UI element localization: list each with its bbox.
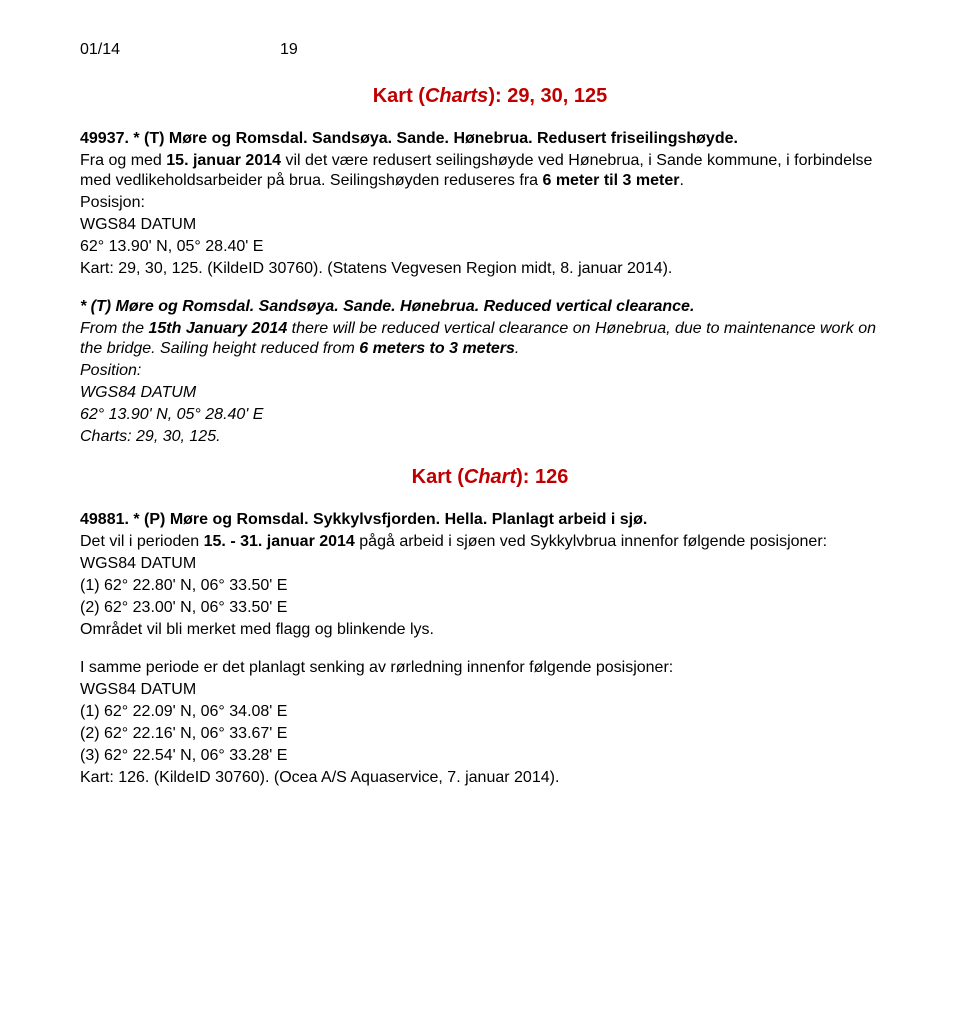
title-suffix: ): 29, 30, 125: [488, 85, 607, 107]
coordinate: (1) 62° 22.09' N, 06° 34.08' E: [80, 702, 900, 722]
coordinate: 62° 13.90' N, 05° 28.40' E: [80, 237, 900, 257]
notice-1-eng-heading: * (T) Møre og Romsdal. Sandsøya. Sande. …: [80, 298, 694, 315]
notice-1-body: Fra og med 15. januar 2014 vil det være …: [80, 151, 900, 191]
header-issue: 01/14: [80, 40, 280, 60]
chart-section-title-2: Kart (Chart): 126: [80, 465, 900, 490]
coordinate: (2) 62° 23.00' N, 06° 33.50' E: [80, 598, 900, 618]
header-page-number: 19: [280, 40, 298, 60]
datum-label-eng: WGS84 DATUM: [80, 383, 900, 403]
chart-reference: Kart: 126. (KildeID 30760). (Ocea A/S Aq…: [80, 768, 900, 788]
position-label: Posisjon:: [80, 193, 900, 213]
datum-label: WGS84 DATUM: [80, 554, 900, 574]
coordinate: (2) 62° 22.16' N, 06° 33.67' E: [80, 724, 900, 744]
notice-1-english: * (T) Møre og Romsdal. Sandsøya. Sande. …: [80, 297, 900, 447]
chart-section-title-1: Kart (Charts): 29, 30, 125: [80, 84, 900, 109]
area-note: Området vil bli merket med flagg og blin…: [80, 620, 900, 640]
coordinate: (1) 62° 22.80' N, 06° 33.50' E: [80, 576, 900, 596]
coordinate: (3) 62° 22.54' N, 06° 33.28' E: [80, 746, 900, 766]
datum-label: WGS84 DATUM: [80, 215, 900, 235]
chart-reference-eng: Charts: 29, 30, 125.: [80, 427, 900, 447]
notice-2-part2: I samme periode er det planlagt senking …: [80, 658, 900, 788]
notice-1-norwegian: 49937. * (T) Møre og Romsdal. Sandsøya. …: [80, 129, 900, 279]
position-label-eng: Position:: [80, 361, 900, 381]
title-italic: Chart: [464, 466, 516, 488]
datum-label: WGS84 DATUM: [80, 680, 900, 700]
coordinate-eng: 62° 13.90' N, 05° 28.40' E: [80, 405, 900, 425]
notice-2: 49881. * (P) Møre og Romsdal. Sykkylvsfj…: [80, 510, 900, 640]
title-prefix: Kart (: [412, 466, 464, 488]
title-suffix: ): 126: [516, 466, 568, 488]
notice-1-eng-body: From the 15th January 2014 there will be…: [80, 319, 900, 359]
title-italic: Charts: [425, 85, 488, 107]
notice-2-heading: 49881. * (P) Møre og Romsdal. Sykkylvsfj…: [80, 511, 647, 528]
notice-2-body: Det vil i perioden 15. - 31. januar 2014…: [80, 532, 900, 552]
notice-1-heading: 49937. * (T) Møre og Romsdal. Sandsøya. …: [80, 130, 738, 147]
chart-reference: Kart: 29, 30, 125. (KildeID 30760). (Sta…: [80, 259, 900, 279]
page-header: 01/14 19: [80, 40, 900, 60]
title-prefix: Kart (: [373, 85, 425, 107]
notice-2-body2: I samme periode er det planlagt senking …: [80, 658, 900, 678]
